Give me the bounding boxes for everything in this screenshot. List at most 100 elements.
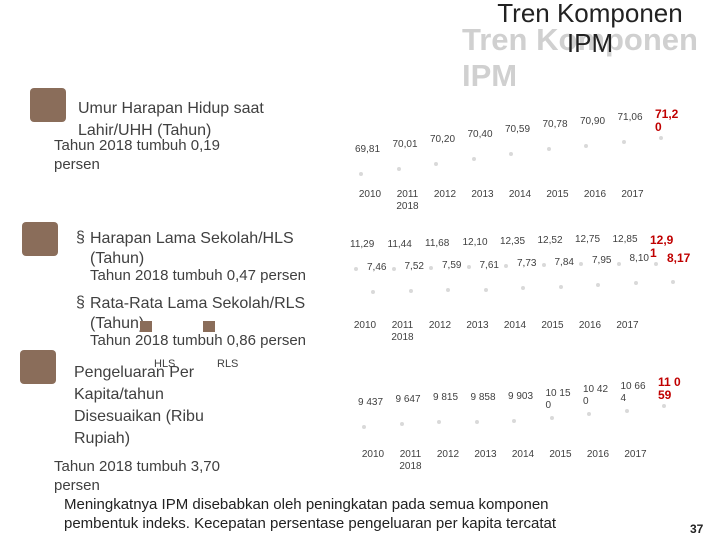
data-point [584, 143, 588, 148]
data-label: 7,52 [404, 261, 424, 273]
data-point [624, 409, 629, 414]
x-tick-label: 2015 [546, 189, 569, 200]
data-point [471, 156, 476, 161]
data-point [354, 267, 358, 271]
data-label: 9 858 [470, 391, 496, 403]
data-point [546, 146, 551, 151]
data-point [408, 289, 413, 294]
data-point [596, 283, 600, 288]
data-point [633, 280, 638, 285]
data-label: 70,78 [542, 118, 568, 130]
x-tick-label: 2016 [583, 189, 607, 200]
data-point [359, 172, 363, 176]
data-point [616, 262, 621, 267]
data-label: 12,35 [500, 235, 526, 247]
x-tick-label: 2017 [624, 449, 647, 460]
legend-label: RLS [217, 358, 239, 370]
data-label: 7,61 [479, 259, 499, 271]
x-tick-label: 2012 [433, 189, 457, 200]
bullet: § [76, 229, 85, 246]
data-point [504, 263, 508, 268]
data-label: 9 815 [433, 392, 459, 404]
data-label: 7,95 [592, 255, 612, 267]
section-note: Tahun 2018 tumbuh 3,70 persen [54, 458, 220, 494]
data-label: 10 150 [545, 387, 571, 411]
x-tick-label: 2016 [578, 320, 602, 331]
x-tick-label: 2012 [436, 449, 460, 460]
x-tick-label: 2010 [358, 189, 382, 200]
data-point [549, 415, 554, 420]
section-heading: Harapan Lama Sekolah/HLS (Tahun) [90, 230, 294, 267]
data-label: 12,85 [612, 234, 638, 246]
x-tick-label: 2016 [586, 449, 610, 460]
x-tick-label: 2018 [399, 461, 422, 472]
bullet: § [76, 294, 85, 311]
data-label: 70,40 [467, 128, 493, 140]
conclusion: Meningkatnya IPM disebabkan oleh peningk… [64, 496, 556, 532]
data-point [579, 262, 583, 267]
data-point [621, 139, 626, 144]
legend-swatch [203, 321, 215, 332]
data-point [662, 404, 666, 408]
x-tick-label: 2011 [391, 320, 414, 331]
data-label: 71,06 [617, 111, 643, 123]
x-tick-label: 2018 [391, 332, 414, 343]
data-point [587, 412, 591, 417]
data-label: 12,91 [650, 233, 674, 260]
section-heading: Rata-Rata Lama Sekolah/RLS (Tahun) [90, 295, 306, 332]
legend-label: HLS [154, 358, 176, 370]
data-label: 12,75 [575, 234, 601, 246]
x-tick-label: 2011 [399, 449, 422, 460]
data-point [434, 161, 438, 166]
icon-health [30, 88, 66, 122]
x-tick-label: 2014 [508, 189, 532, 200]
data-label: 7,84 [554, 256, 574, 268]
x-tick-label: 2014 [511, 449, 535, 460]
data-label: 70,20 [430, 133, 456, 145]
data-point [466, 264, 471, 269]
data-point [509, 151, 513, 156]
legend-swatch [140, 321, 152, 332]
data-point [446, 288, 450, 293]
data-point [659, 136, 663, 140]
data-label: 7,46 [367, 262, 387, 273]
data-point [671, 280, 675, 284]
data-label: 70,59 [505, 123, 531, 135]
x-tick-label: 2011 [396, 189, 419, 200]
section-note: Tahun 2018 tumbuh 0,19 persen [54, 137, 220, 173]
icon-money [20, 350, 56, 384]
x-tick-label: 2015 [549, 449, 572, 460]
data-point [512, 418, 516, 423]
x-tick-label: 2012 [428, 320, 452, 331]
data-point [654, 262, 658, 266]
data-label: 71,20 [655, 107, 679, 134]
x-tick-label: 2018 [396, 201, 419, 212]
data-point [437, 420, 441, 425]
slide-title: Tren Komponen IPM [497, 0, 683, 58]
data-point [541, 263, 546, 268]
section-note: Tahun 2018 tumbuh 0,86 persen [90, 332, 306, 349]
section-heading: Umur Harapan Hidup saat Lahir/UHH (Tahun… [78, 100, 264, 139]
data-label: 69,81 [355, 144, 381, 155]
data-label: 8,17 [667, 251, 691, 265]
data-label: 11 059 [658, 375, 681, 402]
data-label: 10 664 [620, 381, 646, 405]
icon-education [22, 222, 58, 256]
data-point [399, 422, 404, 427]
data-label: 11,29 [350, 239, 375, 250]
data-point [396, 166, 401, 171]
x-tick-label: 2017 [621, 189, 644, 200]
data-label: 8,10 [629, 252, 649, 264]
x-tick-label: 2017 [616, 320, 639, 331]
data-point [474, 419, 479, 424]
x-tick-label: 2010 [353, 320, 377, 331]
data-label: 9 903 [508, 390, 534, 402]
x-tick-label: 2010 [361, 449, 385, 460]
data-point [558, 284, 563, 289]
data-label: 12,10 [462, 236, 488, 248]
data-label: 70,01 [392, 138, 418, 150]
title-shadow: Tren Komponen IPM [462, 22, 698, 93]
data-point [521, 286, 525, 291]
x-tick-label: 2014 [503, 320, 527, 331]
